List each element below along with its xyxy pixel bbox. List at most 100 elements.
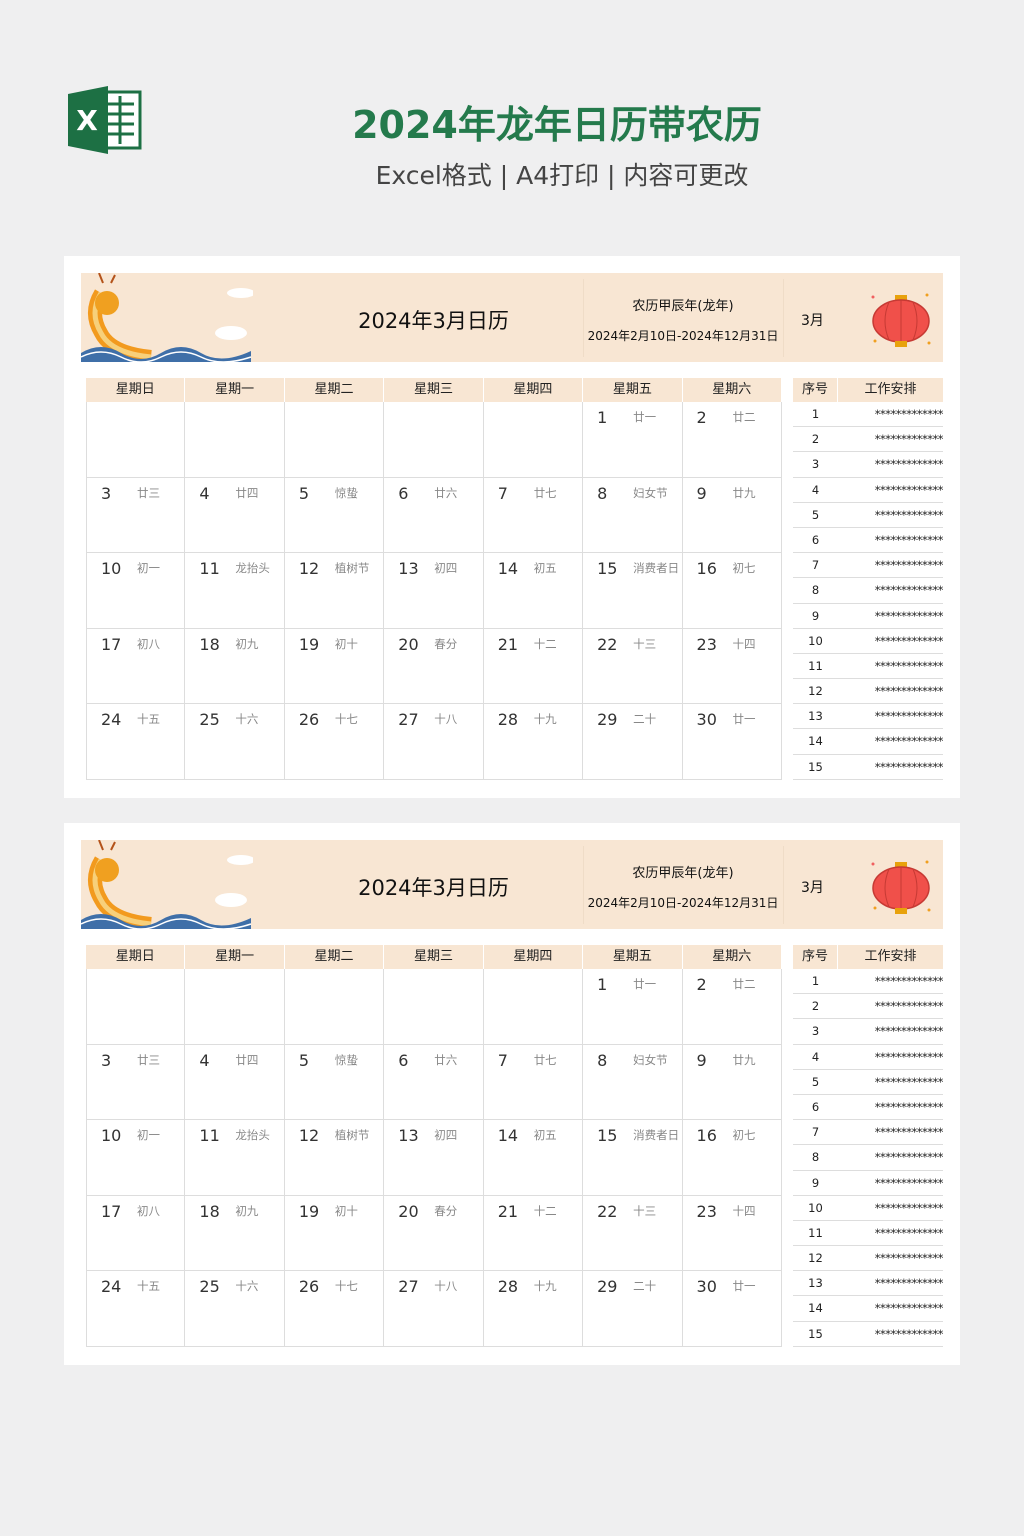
task-row[interactable]: 7 ************* <box>793 553 943 579</box>
day-cell[interactable]: 14 初五 <box>483 553 584 629</box>
empty-day-cell[interactable] <box>86 969 186 1045</box>
empty-day-cell[interactable] <box>86 402 186 478</box>
day-cell[interactable]: 5 惊蛰 <box>284 477 385 554</box>
task-row[interactable]: 14 ************* <box>793 1296 943 1322</box>
day-cell[interactable]: 19 初十 <box>284 1195 385 1272</box>
empty-day-cell[interactable] <box>384 402 484 478</box>
task-row[interactable]: 4 ************* <box>793 1045 943 1070</box>
day-cell[interactable]: 14 初五 <box>483 1120 584 1196</box>
day-cell[interactable]: 22 十三 <box>583 628 683 705</box>
empty-day-cell[interactable] <box>284 969 385 1045</box>
task-text[interactable]: ************* <box>874 684 943 699</box>
task-text[interactable]: ************* <box>874 1225 943 1240</box>
task-text[interactable]: ************* <box>874 1301 943 1316</box>
day-cell[interactable]: 10 初一 <box>86 1120 186 1196</box>
day-cell[interactable]: 30 廿一 <box>682 704 782 780</box>
day-cell[interactable]: 25 十六 <box>185 1271 285 1347</box>
task-text[interactable]: ************* <box>874 759 943 774</box>
task-row[interactable]: 1 ************* <box>793 402 943 428</box>
day-cell[interactable]: 29 二十 <box>583 704 683 780</box>
task-text[interactable]: ************* <box>874 1099 943 1114</box>
day-cell[interactable]: 16 初七 <box>682 1120 782 1196</box>
day-cell[interactable]: 8 妇女节 <box>583 477 683 554</box>
task-text[interactable]: ************* <box>874 709 943 724</box>
day-cell[interactable]: 9 廿九 <box>682 477 782 554</box>
day-cell[interactable]: 20 春分 <box>384 1195 484 1272</box>
day-cell[interactable]: 15 消费者日 <box>583 553 683 629</box>
day-cell[interactable]: 2 廿二 <box>682 402 782 478</box>
task-row[interactable]: 2 ************* <box>793 427 943 453</box>
empty-day-cell[interactable] <box>284 402 385 478</box>
task-text[interactable]: ************* <box>874 633 943 648</box>
task-row[interactable]: 7 ************* <box>793 1120 943 1146</box>
task-text[interactable]: ************* <box>874 1074 943 1089</box>
day-cell[interactable]: 23 十四 <box>682 1195 782 1272</box>
task-text[interactable]: ************* <box>874 658 943 673</box>
day-cell[interactable]: 13 初四 <box>384 1120 484 1196</box>
day-cell[interactable]: 5 惊蛰 <box>284 1044 385 1121</box>
day-cell[interactable]: 19 初十 <box>284 628 385 705</box>
task-text[interactable]: ************* <box>874 432 943 447</box>
task-row[interactable]: 6 ************* <box>793 1095 943 1121</box>
task-row[interactable]: 3 ************* <box>793 452 943 478</box>
day-cell[interactable]: 7 廿七 <box>483 1044 584 1121</box>
task-row[interactable]: 12 ************* <box>793 679 943 705</box>
task-row[interactable]: 11 ************* <box>793 1221 943 1247</box>
empty-day-cell[interactable] <box>483 402 584 478</box>
empty-day-cell[interactable] <box>384 969 484 1045</box>
day-cell[interactable]: 24 十五 <box>86 704 186 780</box>
day-cell[interactable]: 10 初一 <box>86 553 186 629</box>
day-cell[interactable]: 27 十八 <box>384 1271 484 1347</box>
task-row[interactable]: 1 ************* <box>793 969 943 995</box>
day-cell[interactable]: 28 十九 <box>483 1271 584 1347</box>
day-cell[interactable]: 29 二十 <box>583 1271 683 1347</box>
day-cell[interactable]: 27 十八 <box>384 704 484 780</box>
day-cell[interactable]: 20 春分 <box>384 628 484 705</box>
task-text[interactable]: ************* <box>874 507 943 522</box>
task-text[interactable]: ************* <box>874 532 943 547</box>
task-text[interactable]: ************* <box>874 583 943 598</box>
day-cell[interactable]: 18 初九 <box>185 1195 285 1272</box>
task-text[interactable]: ************* <box>874 407 943 421</box>
task-text[interactable]: ************* <box>874 974 943 988</box>
day-cell[interactable]: 12 植树节 <box>284 553 385 629</box>
day-cell[interactable]: 15 消费者日 <box>583 1120 683 1196</box>
task-row[interactable]: 13 ************* <box>793 1271 943 1297</box>
task-row[interactable]: 8 ************* <box>793 1145 943 1171</box>
day-cell[interactable]: 6 廿六 <box>384 1044 484 1121</box>
task-text[interactable]: ************* <box>874 734 943 749</box>
day-cell[interactable]: 1 廿一 <box>583 402 683 478</box>
day-cell[interactable]: 2 廿二 <box>682 969 782 1045</box>
day-cell[interactable]: 12 植树节 <box>284 1120 385 1196</box>
empty-day-cell[interactable] <box>185 969 285 1045</box>
task-row[interactable]: 8 ************* <box>793 578 943 604</box>
day-cell[interactable]: 28 十九 <box>483 704 584 780</box>
task-text[interactable]: ************* <box>874 482 943 497</box>
day-cell[interactable]: 26 十七 <box>284 704 385 780</box>
day-cell[interactable]: 13 初四 <box>384 553 484 629</box>
task-row[interactable]: 4 ************* <box>793 478 943 503</box>
task-row[interactable]: 15 ************* <box>793 755 943 780</box>
task-text[interactable]: ************* <box>874 608 943 623</box>
day-cell[interactable]: 26 十七 <box>284 1271 385 1347</box>
task-text[interactable]: ************* <box>874 1251 943 1266</box>
day-cell[interactable]: 25 十六 <box>185 704 285 780</box>
task-row[interactable]: 2 ************* <box>793 994 943 1020</box>
task-row[interactable]: 3 ************* <box>793 1019 943 1045</box>
day-cell[interactable]: 22 十三 <box>583 1195 683 1272</box>
day-cell[interactable]: 17 初八 <box>86 628 186 705</box>
task-text[interactable]: ************* <box>874 1175 943 1190</box>
day-cell[interactable]: 30 廿一 <box>682 1271 782 1347</box>
task-row[interactable]: 10 ************* <box>793 629 943 654</box>
day-cell[interactable]: 9 廿九 <box>682 1044 782 1121</box>
day-cell[interactable]: 21 十二 <box>483 1195 584 1272</box>
task-text[interactable]: ************* <box>874 1326 943 1341</box>
day-cell[interactable]: 3 廿三 <box>86 1044 186 1121</box>
day-cell[interactable]: 4 廿四 <box>185 477 285 554</box>
task-text[interactable]: ************* <box>874 999 943 1014</box>
day-cell[interactable]: 1 廿一 <box>583 969 683 1045</box>
task-row[interactable]: 5 ************* <box>793 1070 943 1095</box>
day-cell[interactable]: 23 十四 <box>682 628 782 705</box>
task-text[interactable]: ************* <box>874 1024 943 1039</box>
task-row[interactable]: 6 ************* <box>793 528 943 554</box>
